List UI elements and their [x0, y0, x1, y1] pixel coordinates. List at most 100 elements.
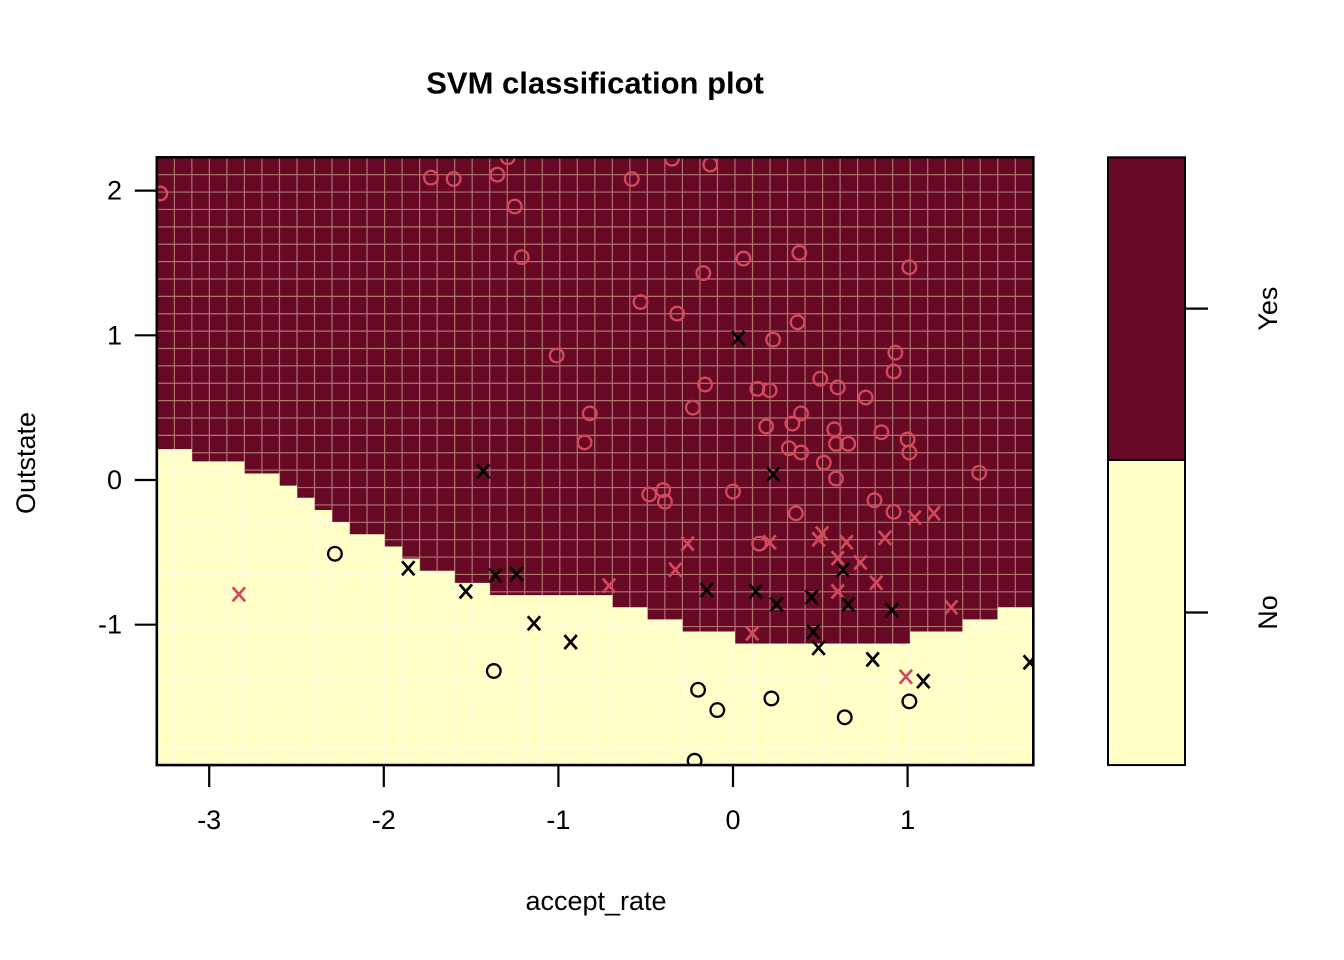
data-point-circle: [836, 709, 853, 726]
support-vector-x: [884, 602, 900, 619]
data-point-circle: [422, 169, 439, 186]
x-axis-label: accept_rate: [525, 886, 666, 916]
series-circle-black: [326, 545, 918, 766]
data-point-circle: [690, 681, 707, 698]
data-point-circle: [581, 405, 598, 422]
data-point-circle: [815, 454, 832, 471]
data-points-layer: [156, 157, 1034, 766]
x-axis: -3 -2 -1 0 1: [197, 765, 915, 835]
support-vector-x: [731, 330, 746, 347]
plot-border: [155, 156, 1035, 767]
legend-label-yes: Yes: [1253, 287, 1283, 331]
data-point-circle: [485, 663, 502, 679]
support-vector-x: [476, 463, 491, 480]
support-vector-x: [563, 634, 578, 650]
data-point-circle: [445, 171, 462, 187]
support-vector-x: [839, 534, 854, 551]
data-point-circle: [901, 693, 918, 710]
support-vector-x: [814, 525, 830, 542]
data-point-circle: [971, 464, 988, 481]
y-axis-tick-label: 1: [107, 320, 122, 350]
data-point-circle: [641, 486, 658, 503]
data-point-circle: [812, 370, 829, 387]
y-axis-label: Outstate: [11, 412, 41, 514]
support-vector-x: [830, 550, 845, 567]
support-vector-x: [877, 529, 893, 546]
data-point-circle: [326, 545, 343, 562]
data-point-circle: [156, 185, 169, 202]
support-vector-x: [401, 560, 416, 577]
data-point-circle: [506, 198, 523, 215]
legend-colorbar: Yes No: [1107, 156, 1283, 767]
data-point-circle: [499, 157, 516, 166]
data-point-circle: [725, 483, 741, 500]
data-point-circle: [695, 265, 712, 282]
data-point-circle: [655, 482, 672, 499]
data-point-circle: [828, 470, 844, 487]
data-point-circle: [632, 294, 649, 310]
legend-label-no: No: [1253, 595, 1283, 630]
data-point-circle: [697, 376, 714, 393]
support-vector-x: [944, 599, 959, 616]
support-vector-x: [762, 534, 777, 551]
data-point-circle: [489, 166, 506, 183]
x-axis-tick-label: -1: [546, 805, 570, 835]
data-point-circle: [669, 305, 686, 322]
support-vector-x: [806, 624, 821, 640]
support-vector-x: [769, 596, 784, 613]
support-vector-x: [699, 582, 715, 598]
data-point-circle: [829, 379, 846, 396]
data-point-circle: [686, 752, 703, 766]
support-vector-x: [744, 625, 760, 642]
support-vector-x: [853, 554, 868, 571]
data-point-circle: [857, 389, 874, 406]
data-point-circle: [793, 444, 810, 461]
support-vector-x: [1022, 654, 1034, 671]
support-vector-x: [907, 509, 922, 526]
series-circle-rose: [156, 157, 988, 552]
data-point-circle: [749, 380, 766, 397]
support-vector-x: [509, 566, 524, 582]
data-point-circle: [873, 424, 890, 441]
data-point-circle: [866, 492, 883, 509]
data-point-circle: [828, 435, 844, 452]
data-point-circle: [901, 444, 918, 461]
support-vector-x: [916, 673, 931, 690]
data-point-circle: [784, 415, 801, 432]
legend-swatch-no: [1107, 459, 1186, 767]
support-vector-x: [926, 505, 942, 522]
support-vector-x: [765, 466, 781, 483]
data-point-circle: [887, 344, 904, 361]
data-point-circle: [787, 505, 804, 522]
support-vector-x: [804, 589, 819, 606]
data-point-circle: [656, 493, 673, 510]
y-axis: 2 1 0 -1: [98, 176, 157, 640]
x-axis-tick-label: -2: [372, 805, 396, 835]
data-point-circle: [885, 363, 902, 380]
data-point-circle: [751, 535, 768, 552]
data-point-circle: [623, 171, 640, 187]
support-vector-x: [488, 567, 503, 584]
data-point-circle: [513, 249, 530, 266]
data-point-circle: [684, 399, 701, 416]
series-x-black: [401, 330, 1034, 690]
data-point-circle: [901, 259, 918, 276]
y-axis-tick-label: 2: [107, 176, 122, 206]
support-vector-x: [811, 639, 826, 656]
data-point-circle: [793, 405, 810, 422]
x-axis-tick-label: 1: [900, 805, 915, 835]
data-point-circle: [789, 314, 806, 331]
support-vector-x: [680, 535, 695, 552]
support-vector-x: [231, 586, 247, 603]
support-vector-x: [868, 574, 884, 591]
data-point-circle: [663, 157, 680, 167]
data-point-circle: [576, 434, 593, 451]
support-vector-x: [841, 596, 856, 613]
support-vector-x: [748, 583, 763, 600]
support-vector-x: [835, 561, 851, 578]
support-vector-x: [898, 668, 914, 685]
data-point-circle: [548, 347, 565, 364]
support-vector-x: [830, 583, 845, 600]
y-axis-tick-label: -1: [98, 610, 122, 640]
support-vector-x: [526, 615, 542, 632]
